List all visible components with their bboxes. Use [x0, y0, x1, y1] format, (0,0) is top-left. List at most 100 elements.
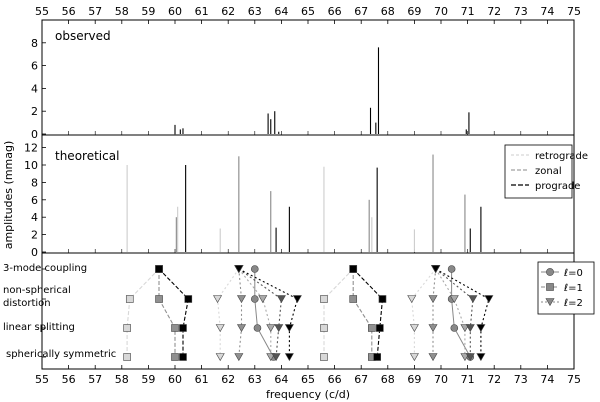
bottom-tick-label: 71: [461, 373, 475, 386]
top-tick-label: 60: [168, 5, 182, 18]
l1-marker: [368, 324, 376, 332]
l2-marker: [234, 353, 244, 362]
bottom-tick-label: 68: [381, 373, 395, 386]
observed-y-tick-label: 2: [31, 105, 38, 118]
theoretical-y-tick-label: 2: [31, 229, 38, 242]
observed-title: observed: [55, 29, 111, 43]
top-tick-label: 55: [35, 5, 49, 18]
theoretical-legend: retrograde zonal prograde: [504, 144, 588, 199]
l2-marker: [476, 324, 486, 333]
l2-marker: [409, 324, 419, 333]
theoretical-panel-frame: [41, 134, 575, 254]
l1-marker: [171, 324, 179, 332]
top-tick-label: 75: [567, 5, 581, 18]
theoretical-y-tick-label: 10: [24, 159, 38, 172]
observed-y-ticks: 0 2 4 6 8: [31, 37, 46, 141]
bottom-tick-label: 63: [248, 373, 262, 386]
top-tick-label: 73: [514, 5, 528, 18]
l2-marker: [449, 295, 459, 304]
l2-splitting-line: [217, 268, 240, 357]
top-tick-label: 72: [487, 5, 501, 18]
l1-marker: [155, 265, 163, 273]
l2-marker: [274, 324, 284, 333]
legend-zonal-label: zonal: [535, 166, 562, 177]
l2-marker: [215, 353, 225, 362]
theoretical-y-tick-label: 0: [31, 246, 38, 259]
l2-marker: [292, 295, 302, 304]
l2-marker: [284, 324, 294, 333]
l1-marker: [320, 295, 328, 303]
theoretical-y-tick-label: 4: [31, 211, 38, 224]
l2-marker: [284, 353, 294, 362]
splitting-markers: [123, 265, 494, 362]
splitting-lines: [126, 268, 490, 358]
top-tick-label: 57: [88, 5, 102, 18]
top-tick-label: 69: [407, 5, 421, 18]
legend-l1-marker: [546, 283, 554, 291]
bottom-axis-ticks: 55 56 57 58 59 60 61 62 63 64 65 66 67 68 69 70 71 72 73 74…: [35, 131, 581, 386]
l0-marker: [251, 295, 259, 303]
l2-splitting-line: [411, 268, 437, 357]
top-tick-label: 64: [274, 5, 288, 18]
x-axis-label: frequency (c/d): [266, 388, 350, 401]
bottom-tick-label: 65: [301, 373, 315, 386]
theoretical-legend-box: [504, 144, 573, 199]
l1-splitting-line: [352, 268, 384, 358]
l0-splitting-line: [254, 269, 274, 358]
l1-marker: [123, 324, 131, 332]
row-label-nonspherical: non-spherical: [3, 285, 71, 296]
l2-marker: [409, 353, 419, 362]
l1-marker: [171, 353, 179, 361]
l0-marker: [251, 265, 259, 273]
l2-marker: [465, 353, 475, 362]
l1-marker: [184, 295, 193, 303]
l1-marker: [378, 295, 387, 303]
bottom-tick-label: 72: [487, 373, 501, 386]
l1-marker: [349, 265, 358, 273]
bottom-tick-label: 59: [141, 373, 155, 386]
l1-marker: [320, 353, 328, 361]
l2-marker: [236, 324, 247, 333]
l2-marker: [428, 295, 438, 304]
bottom-tick-label: 55: [35, 373, 49, 386]
l1-marker: [349, 295, 358, 303]
l0-marker: [450, 324, 459, 332]
bottom-tick-label: 73: [514, 373, 528, 386]
l1-splitting-line: [352, 269, 373, 357]
row-label-distortion: distortion: [3, 298, 51, 309]
legend-l2-label: ℓ=2: [564, 298, 583, 309]
l1-splitting-line: [158, 268, 189, 357]
top-tick-label: 68: [381, 5, 395, 18]
l2-splitting-line: [238, 268, 272, 357]
l1-marker: [373, 353, 381, 361]
l2-marker: [431, 265, 441, 274]
bottom-tick-label: 60: [168, 373, 182, 386]
l2-marker: [271, 353, 281, 362]
top-tick-label: 61: [195, 5, 209, 18]
top-tick-label: 56: [62, 5, 76, 18]
row-label-spherical: spherically symmetric: [6, 349, 116, 360]
l2-splitting-line: [238, 268, 282, 358]
l2-marker: [465, 324, 475, 333]
l1-marker: [376, 324, 384, 332]
bottom-tick-label: 69: [407, 373, 421, 386]
l2-marker: [213, 295, 223, 304]
observed-y-tick-label: 6: [31, 60, 38, 73]
l2-marker: [428, 324, 438, 333]
l1-marker: [125, 295, 134, 303]
top-tick-label: 66: [328, 5, 342, 18]
l1-marker: [123, 353, 131, 361]
l1-splitting-line: [158, 269, 176, 357]
observed-y-tick-label: 8: [31, 37, 38, 50]
top-tick-label: 67: [354, 5, 368, 18]
legend-prograde-label: prograde: [535, 181, 580, 192]
top-tick-label: 74: [540, 5, 554, 18]
top-tick-label: 62: [221, 5, 235, 18]
splitting-row-ticks: [42, 268, 46, 358]
top-tick-label: 70: [434, 5, 448, 18]
top-tick-label: 63: [248, 5, 262, 18]
bottom-tick-label: 74: [540, 373, 554, 386]
observed-bars: [174, 47, 470, 134]
top-tick-label: 58: [115, 5, 129, 18]
l2-marker: [428, 353, 438, 362]
